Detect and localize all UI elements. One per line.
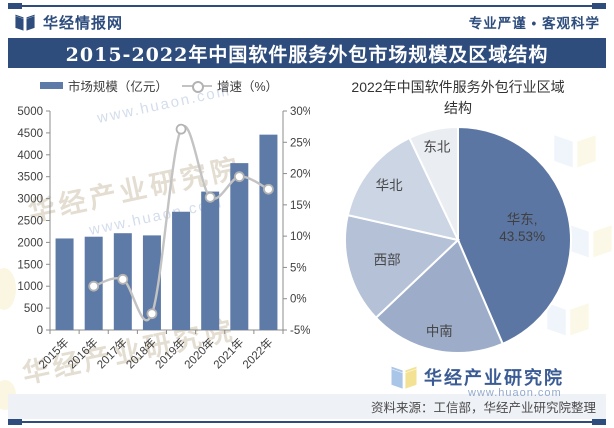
data-source-text: 资料来源：工信部，华经产业研究院整理 xyxy=(370,401,596,415)
growth-line-marker xyxy=(233,171,245,183)
region-structure-pie-chart: 华东, 43.53% 中南 西部 华北 东北 xyxy=(344,125,572,354)
x-axis-category-label: 2017年 xyxy=(94,335,130,371)
combo-chart-legend: 市场规模（亿元） 增速（%） xyxy=(8,76,310,95)
x-axis-category-label: 2015年 xyxy=(36,335,72,371)
left-axis-tick-label: 3000 xyxy=(17,194,43,206)
footer-logo: 华经产业研究院 xyxy=(390,364,564,390)
line-series-swatch xyxy=(181,80,212,93)
legend-label-market-size: 市场规模（亿元） xyxy=(67,80,168,94)
right-axis-tick-label: -5% xyxy=(290,325,310,337)
left-axis-tick-label: 1000 xyxy=(17,281,43,293)
bar-2021年 xyxy=(230,163,249,330)
bar-series-swatch xyxy=(39,82,63,89)
market-size-growth-chart: 0 500 1000 1500 2000 2500 3000 3500 4000 4500 5000… xyxy=(17,106,310,371)
left-axis-tick-label: 4500 xyxy=(17,128,43,140)
right-axis-tick-label: 15% xyxy=(290,200,310,212)
brand-name: 华经情报网 xyxy=(43,14,124,32)
bottom-border-accent-left xyxy=(8,419,22,425)
header-slogan: 专业严谨 • 客观科学 xyxy=(468,16,600,31)
footer-logo-text: 华经产业研究院 xyxy=(424,368,564,389)
left-axis-tick-label: 2500 xyxy=(17,216,43,228)
pie-label-中南: 中南 xyxy=(426,324,453,339)
left-axis-tick-label: 2000 xyxy=(17,237,43,249)
bar-2018年 xyxy=(142,235,161,330)
pie-slice-中南 xyxy=(374,238,504,354)
right-axis-tick-label: 5% xyxy=(290,262,307,274)
header: 华经情报网 专业严谨 • 客观科学 xyxy=(14,11,600,33)
growth-line-marker xyxy=(146,308,158,320)
bar-2020年 xyxy=(201,191,220,330)
pie-slice-华北 xyxy=(346,136,460,242)
left-axis-tick-label: 4000 xyxy=(17,150,43,162)
brand-book-icon xyxy=(15,14,35,31)
right-axis-tick-label: 25% xyxy=(290,137,310,149)
footer-url-watermark: www.huaon.com xyxy=(468,387,562,399)
x-axis-category-label: 2018年 xyxy=(123,335,159,371)
pie-slice-西部 xyxy=(344,213,461,320)
x-axis-category-label: 2019年 xyxy=(152,335,188,371)
pie-chart-title: 2022年中国软件服务外包行业区域结构 xyxy=(351,79,565,116)
right-axis-tick-label: 30% xyxy=(290,106,310,118)
top-border-accent-right xyxy=(592,3,606,9)
legend-item-market-size: 市场规模（亿元） xyxy=(39,76,168,95)
bar-2022年 xyxy=(259,134,278,330)
right-axis-tick-label: 10% xyxy=(290,231,310,243)
footer-book-icon xyxy=(391,366,417,389)
legend-item-growth: 增速（%） xyxy=(181,76,279,95)
bar-2015年 xyxy=(55,238,74,330)
title-bar: 2015-2022年中国软件服务外包市场规模及区域结构 xyxy=(8,38,606,68)
pie-label-华东: 华东, xyxy=(507,212,538,227)
growth-line-marker xyxy=(117,273,129,285)
top-border-line xyxy=(22,5,592,7)
growth-line-marker xyxy=(175,123,187,135)
x-axis-category-label: 2020年 xyxy=(181,335,217,371)
left-axis-tick-label: 1500 xyxy=(17,259,43,271)
page-title: 2015-2022年中国软件服务外包市场规模及区域结构 xyxy=(65,43,549,66)
x-axis-category-label: 2021年 xyxy=(210,335,246,371)
left-axis-tick-label: 500 xyxy=(24,303,43,315)
left-axis-tick-label: 0 xyxy=(37,325,43,337)
left-axis-tick-label: 3500 xyxy=(17,172,43,184)
legend-label-growth: 增速（%） xyxy=(216,80,279,94)
x-axis-category-label: 2022年 xyxy=(239,335,275,371)
source-strip: 资料来源：工信部，华经产业研究院整理 xyxy=(8,394,606,419)
pie-label-东北: 东北 xyxy=(423,139,451,154)
growth-line-marker xyxy=(263,183,274,195)
right-axis-tick-label: 0% xyxy=(290,294,307,306)
top-border-accent-left xyxy=(8,3,22,9)
left-axis-tick-label: 5000 xyxy=(17,106,43,118)
x-axis-category-label: 2016年 xyxy=(65,335,101,371)
bottom-border-accent-right xyxy=(592,419,606,425)
pie-label-西部: 西部 xyxy=(374,252,401,267)
growth-line-marker xyxy=(204,191,216,203)
pie-slice-东北 xyxy=(408,125,459,241)
pie-value-label-华东: 43.53% xyxy=(499,229,545,244)
growth-line-marker xyxy=(88,280,100,292)
bottom-border-line xyxy=(22,421,592,423)
pie-slice-华东 xyxy=(457,125,572,346)
right-axis-tick-label: 20% xyxy=(290,169,310,181)
pie-label-华北: 华北 xyxy=(376,178,403,193)
bar-2019年 xyxy=(172,211,191,330)
